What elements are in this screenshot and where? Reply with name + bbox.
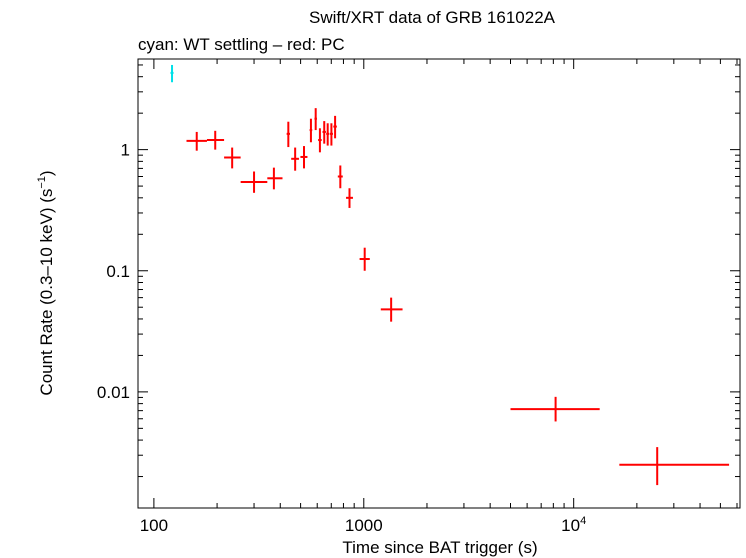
chart-subtitle: cyan: WT settling – red: PC	[138, 35, 345, 54]
x-axis-label: Time since BAT trigger (s)	[342, 538, 537, 557]
x-tick-label-exponent: 4	[580, 515, 586, 527]
y-tick-label: 0.01	[97, 383, 130, 402]
data-point	[322, 121, 326, 144]
data-series-layer	[170, 64, 730, 486]
data-point	[359, 247, 370, 271]
y-tick-label: 0.1	[106, 262, 130, 281]
data-point	[326, 123, 330, 146]
x-tick-label-text: 10	[561, 516, 580, 535]
data-point	[267, 167, 283, 190]
data-series	[186, 108, 730, 486]
data-point	[286, 121, 290, 148]
x-tick-label-text: 1000	[345, 516, 383, 535]
x-tick-label: 104	[561, 515, 586, 535]
data-point	[309, 118, 313, 143]
y-tick-label: 1	[121, 141, 130, 160]
data-point	[346, 188, 353, 208]
data-point	[170, 64, 174, 83]
data-series	[170, 64, 174, 83]
x-tick-label-text: 100	[140, 516, 168, 535]
data-point	[329, 123, 333, 146]
data-point	[619, 447, 730, 486]
data-point	[380, 297, 403, 322]
data-point	[333, 115, 337, 139]
data-point	[314, 108, 317, 131]
plot-frame	[137, 58, 741, 509]
data-point	[240, 171, 268, 193]
data-point	[337, 165, 343, 189]
y-axis-label-end: )	[37, 170, 56, 176]
y-axis-label-main: Count Rate (0.3–10 keV) (s	[37, 189, 56, 396]
data-point	[510, 396, 600, 422]
data-point	[224, 147, 241, 169]
data-point	[318, 128, 322, 153]
data-point	[300, 146, 308, 169]
x-axis: 100 1000 104	[140, 59, 738, 535]
y-axis: 1 0.1 0.01	[97, 64, 740, 478]
data-point	[186, 131, 207, 151]
data-point	[206, 130, 225, 150]
y-axis-label-superscript: −1	[36, 176, 48, 189]
data-point	[291, 147, 299, 171]
y-axis-label: Count Rate (0.3–10 keV) (s−1)	[36, 170, 56, 395]
x-tick-label: 100	[140, 516, 168, 535]
x-tick-label: 1000	[345, 516, 383, 535]
chart-title: Swift/XRT data of GRB 161022A	[309, 8, 556, 27]
